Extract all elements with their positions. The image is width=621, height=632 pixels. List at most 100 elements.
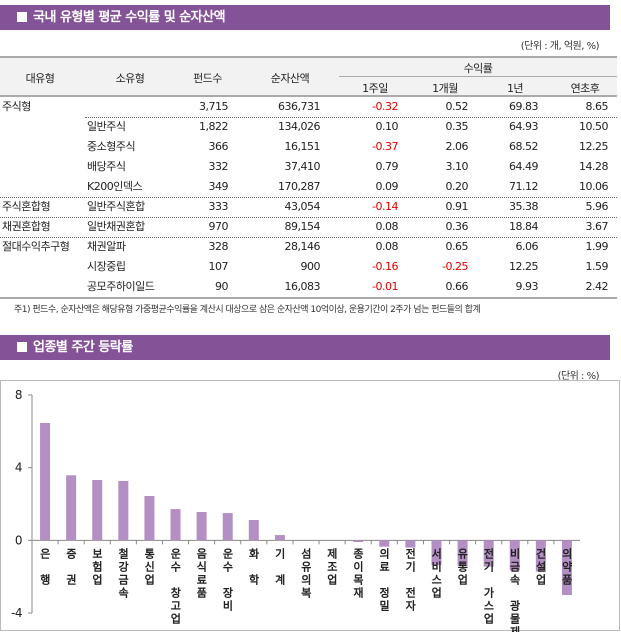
section-title: 국내 유형별 평균 수익률 및 순자산액 — [33, 10, 226, 25]
row-divider — [0, 217, 617, 218]
cell-funds: 1,822 — [199, 120, 229, 133]
cell-funds: 3,715 — [199, 100, 229, 113]
cell-m1: 0.66 — [445, 280, 469, 293]
table-row: K200인덱스 349 170,287 0.09 0.20 71.12 10.06 — [0, 177, 617, 197]
cell-m1: 0.91 — [445, 200, 469, 213]
header-1y: 1년 — [506, 82, 524, 95]
x-tick-label: 화 학 — [249, 546, 259, 586]
cell-minor: 시장중립 — [87, 260, 126, 273]
cell-major: 주식형 — [2, 100, 31, 113]
bar-은행 — [40, 422, 51, 541]
bar-화학 — [248, 519, 259, 541]
cell-y1: 64.49 — [509, 160, 539, 173]
cell-minor: K200인덱스 — [87, 180, 143, 193]
sector-bar-chart: 8 4 0 -4 은 행 증 권 보 험 업 철 강 금 속 통 신 업 운 수 창 고 업 음 식 료 품 운 수 장 비 화 학 기… — [0, 380, 620, 632]
bar-의료정밀 — [379, 540, 390, 547]
cell-funds: 366 — [208, 140, 229, 153]
cell-minor: 배당주식 — [87, 160, 126, 173]
cell-minor: 공모주하이일드 — [87, 280, 155, 293]
cell-minor: 일반주식혼합 — [87, 200, 145, 213]
x-tick-label: 은 행 — [40, 547, 50, 586]
cell-major: 절대수익추구형 — [2, 240, 70, 253]
cell-y1: 12.25 — [509, 260, 539, 273]
cell-y1: 18.84 — [509, 220, 539, 233]
bar-증권 — [66, 475, 77, 541]
cell-funds: 970 — [208, 220, 229, 233]
cell-minor: 일반주식 — [87, 120, 126, 133]
unit-label: (단위 : %) — [557, 371, 600, 382]
square-bullet-icon — [17, 342, 27, 352]
cell-ytd: 12.25 — [579, 140, 609, 153]
cell-nav: 28,146 — [284, 240, 321, 253]
header-nav: 순자산액 — [270, 72, 310, 85]
cell-minor: 채권알파 — [87, 240, 126, 253]
bar-유통업 — [457, 540, 468, 566]
bar-건설업 — [535, 540, 546, 572]
chart-frame — [0, 380, 620, 631]
cell-nav: 16,151 — [284, 140, 321, 153]
row-divider — [0, 197, 617, 198]
cell-w1: 0.79 — [375, 160, 399, 173]
cell-m1: -0.25 — [442, 260, 468, 273]
cell-funds: 90 — [215, 280, 229, 293]
cell-w1: 0.09 — [375, 180, 399, 193]
table-row: 배당주식 332 37,410 0.79 3.10 64.49 14.28 — [0, 157, 617, 177]
cell-ytd: 10.50 — [579, 120, 609, 133]
header-funds: 펀드수 — [193, 72, 222, 85]
bar-보험업 — [92, 480, 103, 541]
bar-종이목재 — [353, 540, 364, 542]
divider — [0, 95, 617, 97]
unit-label: (단위 : 개, 억원, %) — [520, 41, 600, 52]
cell-w1: -0.01 — [372, 280, 398, 293]
bar-통신업 — [144, 496, 155, 541]
cell-ytd: 10.06 — [579, 180, 609, 193]
cell-nav: 89,154 — [284, 220, 321, 233]
cell-y1: 6.06 — [515, 240, 539, 253]
cell-ytd: 1.99 — [585, 240, 609, 253]
section-header-sectors: 업종별 주간 등락률 — [0, 335, 610, 360]
section-title: 업종별 주간 등락률 — [33, 340, 133, 355]
table-row: 주식혼합형 일반주식혼합 333 43,054 -0.14 0.91 35.38 5.96 — [0, 197, 617, 217]
header-1m: 1개월 — [432, 82, 458, 95]
row-divider — [0, 237, 617, 238]
table-row: 주식형 3,715 636,731 -0.32 0.52 69.83 8.65 — [0, 97, 617, 117]
cell-m1: 2.06 — [445, 140, 469, 153]
cell-ytd: 3.67 — [585, 220, 609, 233]
y-tick-label: 0 — [15, 533, 22, 547]
y-tick-label: -4 — [11, 606, 22, 620]
square-bullet-icon — [17, 12, 27, 22]
bar-철강금속 — [118, 480, 129, 541]
table-row: 채권혼합형 일반채권혼합 970 89,154 0.08 0.36 18.84 3.67 — [0, 217, 617, 237]
cell-funds: 328 — [208, 240, 229, 253]
cell-major: 주식혼합형 — [2, 200, 51, 213]
table-row: 절대수익추구형 채권알파 328 28,146 0.08 0.65 6.06 1.99 — [0, 237, 617, 257]
divider — [0, 56, 617, 58]
cell-funds: 333 — [208, 200, 229, 213]
cell-minor: 중소형주식 — [87, 140, 136, 153]
divider — [0, 297, 617, 299]
x-tick-label: 비금속 광물제품 — [510, 546, 520, 632]
cell-nav: 37,410 — [284, 160, 321, 173]
bar-서비스업 — [431, 540, 442, 566]
bar-운수장비 — [222, 513, 233, 541]
cell-nav: 900 — [300, 260, 321, 273]
cell-m1: 0.20 — [445, 180, 469, 193]
cell-m1: 0.36 — [445, 220, 469, 233]
cell-w1: 0.08 — [375, 240, 399, 253]
cell-m1: 3.10 — [445, 160, 469, 173]
cell-w1: -0.37 — [372, 140, 398, 153]
y-tick-label: 4 — [15, 461, 22, 475]
